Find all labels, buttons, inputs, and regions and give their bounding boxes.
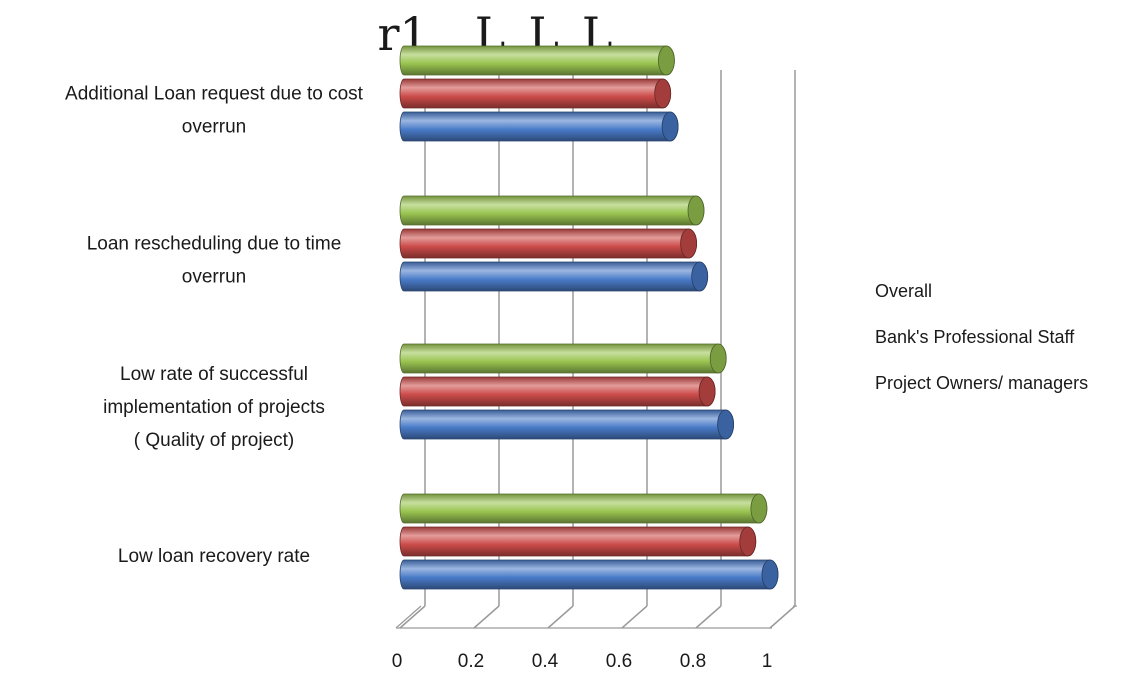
floor-gridline <box>769 605 796 629</box>
bar <box>399 261 709 292</box>
category-label: Low rate of successful <box>120 364 308 385</box>
category-label: Loan rescheduling due to time <box>87 234 342 255</box>
bar <box>399 228 697 259</box>
bar <box>399 526 757 557</box>
category-label: Additional Loan request due to cost <box>65 84 364 105</box>
bar <box>399 343 727 374</box>
x-axis-ticks: 0 0.2 0.4 0.6 0.8 1 <box>392 651 773 672</box>
bars <box>399 45 779 590</box>
x-tick-label: 1 <box>762 651 773 672</box>
bar <box>399 111 679 142</box>
legend: Overall Bank's Professional Staff Project … <box>875 281 1088 393</box>
category-label: Low loan recovery rate <box>118 546 310 567</box>
x-tick-label: 0.4 <box>532 651 559 672</box>
category-labels: Low loan recovery rate Low rate of succes… <box>65 84 364 568</box>
floor-gridline <box>695 605 722 629</box>
x-tick-label: 0 <box>392 651 403 672</box>
legend-entry: Overall <box>875 281 932 301</box>
x-tick-label: 0.8 <box>680 651 706 672</box>
floor-gridline <box>473 605 500 629</box>
bar <box>399 195 705 226</box>
bar <box>399 559 779 590</box>
legend-entry: Bank's Professional Staff <box>875 327 1075 347</box>
bar <box>399 376 716 407</box>
x-tick-label: 0.2 <box>458 651 484 672</box>
floor-edge <box>395 605 422 629</box>
bar <box>399 45 675 76</box>
floor-gridline <box>547 605 574 629</box>
bar <box>399 78 672 109</box>
category-label: implementation of projects <box>103 397 325 418</box>
x-tick-label: 0.6 <box>606 651 632 672</box>
floor-gridline <box>399 605 426 629</box>
floor-gridline <box>621 605 648 629</box>
category-label: overrun <box>182 117 246 138</box>
bar <box>399 409 734 440</box>
category-label: ( Quality of project) <box>134 430 295 451</box>
category-label: overrun <box>182 267 246 288</box>
bar <box>399 493 768 524</box>
legend-entry: Project Owners/ managers <box>875 373 1088 393</box>
